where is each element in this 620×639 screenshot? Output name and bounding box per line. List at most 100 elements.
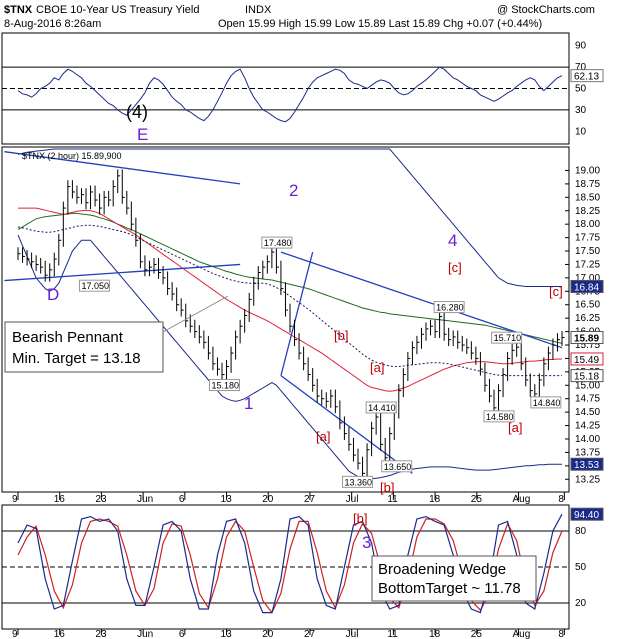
price-label-box — [530, 396, 562, 409]
trendline-wedge-lower — [280, 375, 413, 474]
price-tick-label: 14.75 — [575, 394, 600, 405]
price-label: 15.180 — [211, 381, 239, 391]
rsi-tick-label: 30 — [575, 105, 587, 116]
band-lower-tag-label: 13.53 — [574, 460, 599, 471]
price-legend: $TNX (2 hour) 15.89,900 — [22, 151, 122, 161]
wave-label-red: [a] — [508, 420, 522, 435]
price-label-box — [433, 301, 465, 314]
price-label: 15.710 — [494, 333, 522, 343]
x-tick-label-bottom: 25 — [471, 629, 483, 639]
price-label-box — [261, 236, 293, 249]
price-label: 17.480 — [264, 238, 292, 248]
bearish-pennant-line-2: Min. Target = 13.18 — [12, 350, 141, 367]
price-label: 14.580 — [486, 412, 514, 422]
price-tick-label: 13.25 — [575, 474, 600, 485]
price-tick-label: 18.25 — [575, 206, 600, 217]
price-label-box — [365, 401, 397, 414]
wave-label-4-paren: (4) — [126, 102, 148, 122]
lower-band-line — [17, 234, 562, 480]
x-tick-label: 27 — [304, 494, 316, 505]
x-tick-label: 23 — [95, 494, 107, 505]
wave-label-2: 2 — [289, 181, 298, 200]
price-panel — [1, 146, 570, 493]
trendline-pennant-lower — [4, 263, 241, 282]
band-upper-tag — [570, 279, 604, 293]
trendline-wedge-side — [280, 251, 314, 376]
stoch-tick-label: 20 — [575, 598, 587, 609]
price-tick-label: 17.50 — [575, 246, 600, 257]
wave-label-4: 4 — [448, 231, 457, 250]
x-tick-label-bottom: 16 — [54, 629, 66, 639]
price-tick-label: 17.25 — [575, 259, 600, 270]
wave-label-D: D — [47, 285, 59, 304]
x-axis: 9 9 16 16 23 23 Jun Jun 6 6 13 13 20 20 27 27 Jul Jul 11 11… — [12, 492, 565, 639]
x-tick-label: 20 — [262, 494, 274, 505]
ma-red-line — [18, 207, 562, 392]
price-tick-label: 17.75 — [575, 233, 600, 244]
broadening-wedge-line-1: Broadening Wedge — [378, 561, 506, 578]
price-label-box — [342, 475, 374, 488]
x-tick-label: 18 — [429, 494, 441, 505]
rsi-tick-label: 70 — [575, 62, 587, 73]
datetime-label: 8-Aug-2016 8:26am — [4, 18, 101, 30]
price-label: 16.280 — [436, 303, 464, 313]
price-layer: 13.2513.5013.7514.0014.2514.5014.7515.00… — [4, 148, 604, 495]
x-tick-label-bottom: 23 — [95, 629, 107, 639]
watermark: @ StockCharts.com — [497, 4, 595, 16]
x-tick-label: 16 — [54, 494, 66, 505]
price-tick-label: 13.75 — [575, 447, 600, 458]
price-tick-label: 15.75 — [575, 340, 600, 351]
x-tick-label-bottom: 11 — [387, 629, 398, 639]
band-upper-tag-label: 16.84 — [574, 282, 599, 293]
x-tick-label: 6 — [179, 494, 185, 505]
x-tick-label-bottom: Jun — [137, 629, 153, 639]
x-tick-label-bottom: 18 — [429, 629, 441, 639]
price-label-box — [208, 379, 240, 392]
price-label-box — [483, 410, 515, 423]
x-tick-label-bottom: 8 — [558, 629, 564, 639]
bearish-pennant-line-1: Bearish Pennant — [12, 329, 124, 346]
price-tick-label: 18.50 — [575, 192, 600, 203]
x-tick-label-bottom: Aug — [512, 629, 530, 639]
ma-red-tag-label: 15.49 — [574, 355, 599, 366]
wave-label-1: 1 — [244, 394, 253, 413]
x-tick-label: Jul — [346, 494, 359, 505]
price-tick-label: 18.75 — [575, 179, 600, 190]
price-label: 13.360 — [345, 477, 373, 487]
price-label-box — [491, 331, 523, 344]
price-label: 14.840 — [533, 398, 561, 408]
upper-band-line — [17, 148, 562, 287]
trendline-pennant-upper — [4, 151, 241, 185]
ma-green-line — [17, 212, 563, 344]
rsi-tick-label: 90 — [575, 41, 587, 52]
x-tick-label: 8 — [558, 494, 564, 505]
x-tick-label-bottom: 27 — [304, 629, 316, 639]
price-tick-label: 17.00 — [575, 273, 600, 284]
broadening-wedge-box — [371, 555, 537, 602]
wave-label-red: [a] — [370, 360, 384, 375]
rsi-tick-label: 50 — [575, 84, 587, 95]
wave-label-red-c: [b] — [353, 511, 367, 526]
ma-red-tag — [570, 352, 604, 366]
rsi-layer: 10 30 50 70 90 62.13 (4) E — [2, 41, 604, 144]
rsi-series-line — [17, 66, 563, 123]
x-tick-label-bottom: Jul — [346, 629, 359, 639]
last-price-tag — [570, 330, 604, 344]
price-tick-label: 14.00 — [575, 434, 600, 445]
x-tick-label-bottom: 20 — [262, 629, 274, 639]
price-tick-label: 19.00 — [575, 165, 600, 176]
price-tick-label: 16.50 — [575, 300, 600, 311]
stoch-last-label: 94.40 — [574, 510, 599, 521]
x-tick-label: 25 — [471, 494, 483, 505]
price-label-box — [381, 460, 413, 473]
price-label: 14.410 — [368, 403, 396, 413]
rsi-tick-label: 10 — [575, 126, 587, 137]
ma-dotted-tag — [570, 369, 604, 383]
stoch-last-tag — [570, 507, 604, 521]
bearish-pennant-box — [4, 321, 164, 373]
wave-label-3: 3 — [362, 533, 371, 552]
wave-label-red: [b] — [334, 328, 348, 343]
price-label: 17.050 — [81, 281, 109, 291]
rsi-last-tag — [570, 69, 604, 83]
